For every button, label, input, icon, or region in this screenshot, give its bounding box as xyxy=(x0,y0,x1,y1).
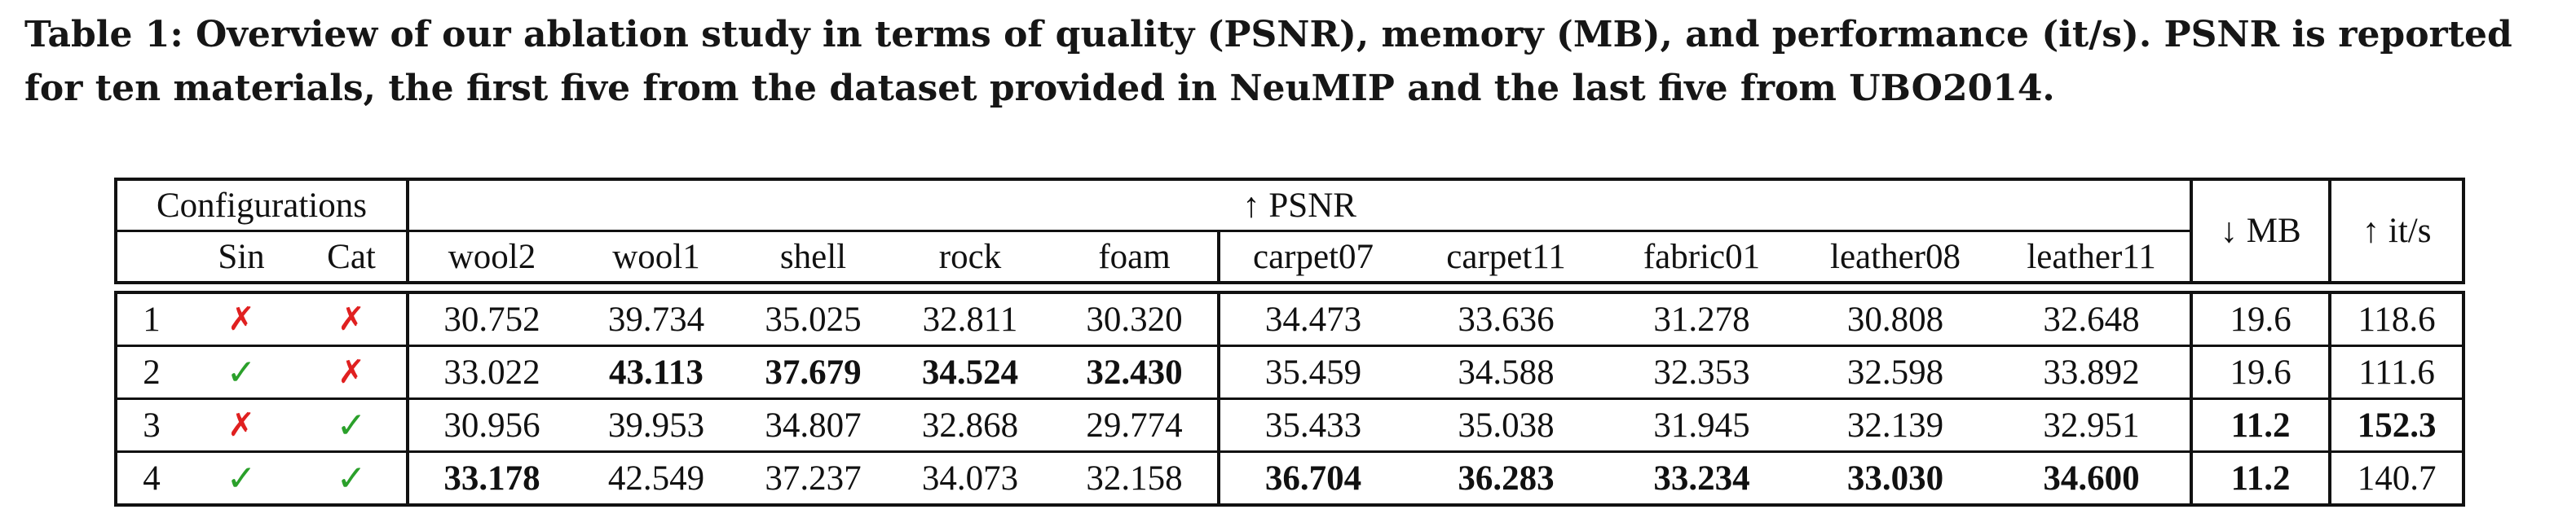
psnr-cell: 34.073 xyxy=(889,451,1052,507)
row-index: 4 xyxy=(114,451,186,507)
psnr-cell: 32.951 xyxy=(1993,398,2194,453)
psnr-cell: 36.283 xyxy=(1406,451,1606,507)
psnr-cell: 34.807 xyxy=(738,398,889,453)
material-header: carpet07 xyxy=(1219,231,1406,284)
material-header: carpet11 xyxy=(1406,231,1606,284)
psnr-cell: 33.022 xyxy=(408,345,575,400)
psnr-cell: 32.430 xyxy=(1052,345,1220,400)
check-icon: ✓ xyxy=(186,451,297,507)
material-header: shell xyxy=(738,231,889,284)
psnr-cell: 39.953 xyxy=(575,398,738,453)
psnr-cell: 32.648 xyxy=(1993,291,2194,347)
psnr-cell: 34.600 xyxy=(1993,451,2194,507)
psnr-cell: 32.353 xyxy=(1606,345,1797,400)
material-header: fabric01 xyxy=(1606,231,1797,284)
mb-cell: 11.2 xyxy=(2191,451,2332,507)
its-header: ↑ it/s xyxy=(2330,178,2466,284)
check-icon: ✓ xyxy=(297,398,409,453)
psnr-cell: 43.113 xyxy=(575,345,738,400)
check-icon: ✓ xyxy=(297,451,409,507)
psnr-cell: 33.636 xyxy=(1406,291,1606,347)
table-row: 1 ✗ ✗ 30.752 39.734 35.025 32.811 30.320… xyxy=(114,291,2466,347)
cross-icon: ✗ xyxy=(186,398,297,453)
psnr-cell: 32.139 xyxy=(1797,398,1993,453)
index-header xyxy=(114,231,186,284)
configurations-header: Configurations xyxy=(114,178,409,232)
psnr-header: ↑ PSNR xyxy=(408,178,2194,232)
psnr-cell: 29.774 xyxy=(1052,398,1220,453)
psnr-cell: 42.549 xyxy=(575,451,738,507)
cross-icon: ✗ xyxy=(186,291,297,347)
psnr-cell: 30.808 xyxy=(1797,291,1993,347)
row-index: 3 xyxy=(114,398,186,453)
header-row-1: Configurations ↑ PSNR ↓ MB ↑ it/s xyxy=(114,178,2466,284)
psnr-cell: 36.704 xyxy=(1219,451,1406,507)
mb-header: ↓ MB xyxy=(2191,178,2332,284)
cross-icon: ✗ xyxy=(297,291,409,347)
table-row: 3 ✗ ✓ 30.956 39.953 34.807 32.868 29.774… xyxy=(114,398,2466,453)
psnr-cell: 34.588 xyxy=(1406,345,1606,400)
its-cell: 152.3 xyxy=(2330,398,2466,453)
psnr-cell: 31.278 xyxy=(1606,291,1797,347)
psnr-cell: 30.956 xyxy=(408,398,575,453)
psnr-cell: 34.473 xyxy=(1219,291,1406,347)
material-header: foam xyxy=(1052,231,1220,284)
its-cell: 111.6 xyxy=(2330,345,2466,400)
material-header: wool1 xyxy=(575,231,738,284)
mb-cell: 19.6 xyxy=(2191,345,2332,400)
its-cell: 140.7 xyxy=(2330,451,2466,507)
psnr-cell: 33.892 xyxy=(1993,345,2194,400)
check-icon: ✓ xyxy=(186,345,297,400)
ablation-table: Configurations ↑ PSNR ↓ MB ↑ it/s Sin Ca… xyxy=(114,178,2466,507)
psnr-cell: 35.038 xyxy=(1406,398,1606,453)
psnr-cell: 32.158 xyxy=(1052,451,1220,507)
psnr-cell: 32.868 xyxy=(889,398,1052,453)
psnr-cell: 35.433 xyxy=(1219,398,1406,453)
row-index: 2 xyxy=(114,345,186,400)
psnr-cell: 34.524 xyxy=(889,345,1052,400)
table-caption: Table 1: Overview of our ablation study … xyxy=(24,14,2512,109)
cat-header: Cat xyxy=(297,231,409,284)
psnr-cell: 32.811 xyxy=(889,291,1052,347)
sin-header: Sin xyxy=(186,231,297,284)
mb-cell: 19.6 xyxy=(2191,291,2332,347)
header-row-2: Sin Cat wool2 wool1 shell rock foam carp… xyxy=(114,231,2464,284)
psnr-cell: 37.237 xyxy=(738,451,889,507)
psnr-cell: 37.679 xyxy=(738,345,889,400)
psnr-cell: 31.945 xyxy=(1606,398,1797,453)
table-row: 2 ✓ ✗ 33.022 43.113 37.679 34.524 32.430… xyxy=(114,345,2466,400)
row-index: 1 xyxy=(114,291,186,347)
psnr-cell: 30.320 xyxy=(1052,291,1220,347)
psnr-cell: 35.025 xyxy=(738,291,889,347)
psnr-cell: 30.752 xyxy=(408,291,575,347)
its-cell: 118.6 xyxy=(2330,291,2466,347)
material-header: leather11 xyxy=(1993,231,2194,284)
psnr-cell: 33.234 xyxy=(1606,451,1797,507)
psnr-cell: 33.030 xyxy=(1797,451,1993,507)
psnr-cell: 32.598 xyxy=(1797,345,1993,400)
psnr-cell: 39.734 xyxy=(575,291,738,347)
material-header: rock xyxy=(889,231,1052,284)
material-header: leather08 xyxy=(1797,231,1993,284)
psnr-cell: 33.178 xyxy=(408,451,575,507)
table-row: 4 ✓ ✓ 33.178 42.549 37.237 34.073 32.158… xyxy=(114,451,2466,507)
material-header: wool2 xyxy=(408,231,575,284)
cross-icon: ✗ xyxy=(297,345,409,400)
psnr-cell: 35.459 xyxy=(1219,345,1406,400)
mb-cell: 11.2 xyxy=(2191,398,2332,453)
